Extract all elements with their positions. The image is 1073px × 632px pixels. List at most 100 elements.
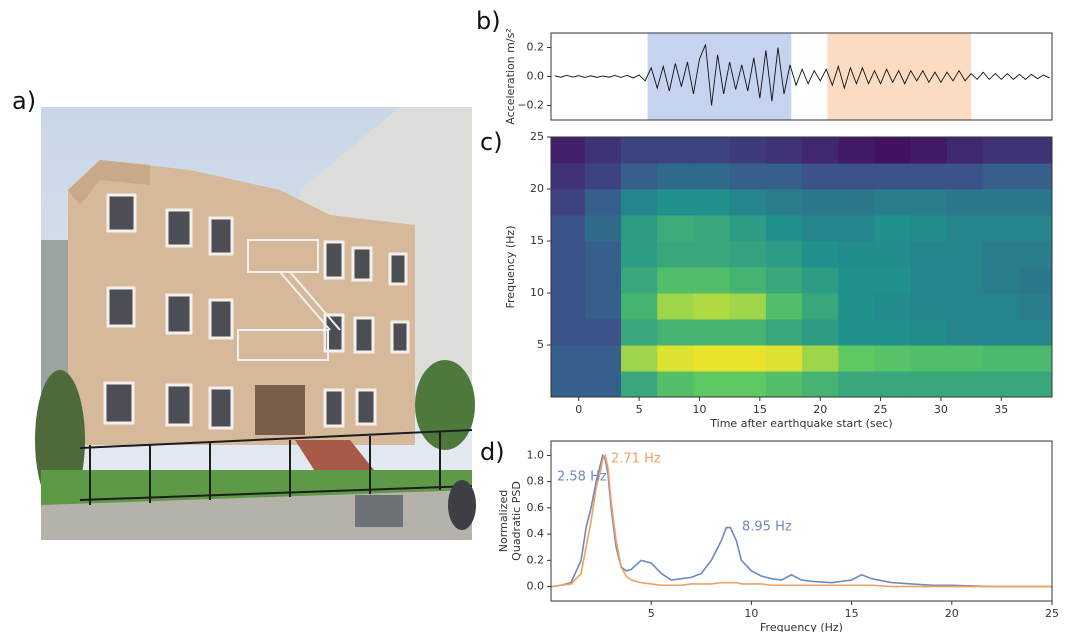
heatmap-cell <box>802 163 839 190</box>
heatmap-cell <box>657 345 694 372</box>
y-axis-label: Acceleration m/s² <box>504 28 517 124</box>
heatmap-cell <box>802 215 839 242</box>
heatmap-cell <box>1019 371 1052 397</box>
heatmap-cell <box>1019 137 1052 164</box>
plot-area <box>551 453 1052 588</box>
heatmap-cell <box>729 371 767 397</box>
heatmap-cell <box>1019 163 1052 190</box>
heatmap-cell <box>729 163 767 190</box>
shaded-span <box>827 33 972 120</box>
heatmap-cell <box>874 163 912 190</box>
heatmap-cell <box>729 345 767 372</box>
x-tick-label: 5 <box>636 403 643 416</box>
heatmap-cell <box>802 137 839 164</box>
x-axis-label: Time after earthquake start (sec) <box>709 417 892 430</box>
heatmap-cell <box>693 293 731 320</box>
heatmap-cell <box>1019 267 1052 294</box>
heatmap-cell <box>765 345 803 372</box>
heatmap-cell <box>693 371 731 397</box>
heatmap-cell <box>621 241 658 268</box>
heatmap-cell <box>729 293 767 320</box>
heatmap-cell <box>729 137 767 164</box>
x-tick-label: 20 <box>813 403 827 416</box>
heatmap-cell <box>765 241 803 268</box>
heatmap-cell <box>946 345 984 372</box>
heatmap-cell <box>874 267 912 294</box>
panel-label: c) <box>480 128 503 156</box>
heatmap-cell <box>765 267 803 294</box>
heatmap-cell <box>621 215 658 242</box>
panel-label: d) <box>480 438 505 466</box>
heatmap-cell <box>874 189 912 216</box>
heatmap-cell <box>802 189 839 216</box>
heatmap-cell <box>584 293 622 320</box>
heatmap-cell <box>802 345 839 372</box>
photo <box>35 107 476 540</box>
heatmap-cell <box>584 345 622 372</box>
heatmap-cell <box>693 319 731 346</box>
heatmap-cell <box>1019 189 1052 216</box>
heatmap-cell <box>838 267 876 294</box>
heatmap-cell <box>983 267 1020 294</box>
y-tick-label: 15 <box>530 234 544 247</box>
heatmap-cell <box>946 215 984 242</box>
x-tick-label: 0 <box>575 403 582 416</box>
x-tick-label: 30 <box>934 403 948 416</box>
heatmap-cell <box>765 189 803 216</box>
heatmap-cell <box>946 189 984 216</box>
heatmap-cell <box>946 293 984 320</box>
heatmap-cell <box>657 137 694 164</box>
heatmap-cell <box>621 163 658 190</box>
heatmap-cell <box>657 267 694 294</box>
heatmap-cell <box>874 345 912 372</box>
heatmap-cell <box>983 137 1020 164</box>
heatmap-cell <box>1019 345 1052 372</box>
heatmap-cell <box>910 137 948 164</box>
x-axis-label: Frequency (Hz) <box>760 621 843 632</box>
heatmap-cell <box>765 215 803 242</box>
heatmap-cell <box>693 345 731 372</box>
heatmap-cell <box>657 163 694 190</box>
heatmap-cell <box>874 137 912 164</box>
heatmap-cell <box>551 345 586 372</box>
heatmap-cell <box>584 241 622 268</box>
heatmap-cell <box>838 345 876 372</box>
heatmap-cell <box>551 319 586 346</box>
x-tick-label: 5 <box>648 607 655 620</box>
heatmap-cell <box>765 137 803 164</box>
heatmap-cell <box>838 319 876 346</box>
heatmap-cell <box>802 241 839 268</box>
heatmap-cell <box>1019 319 1052 346</box>
heatmap-cell <box>983 189 1020 216</box>
heatmap-cell <box>802 293 839 320</box>
heatmap-cell <box>693 189 731 216</box>
heatmap-cell <box>729 215 767 242</box>
heatmap-cell <box>765 371 803 397</box>
y-tick-label: −0.2 <box>517 99 544 112</box>
heatmap-cell <box>946 267 984 294</box>
y-tick-label: 10 <box>530 286 544 299</box>
heatmap-cell <box>657 189 694 216</box>
heatmap-cell <box>838 189 876 216</box>
heatmap-cell <box>621 267 658 294</box>
heatmap-cell <box>1019 241 1052 268</box>
heatmap-cell <box>874 293 912 320</box>
heatmap-cell <box>838 293 876 320</box>
x-tick-label: 35 <box>994 403 1008 416</box>
y-axis-label: Normalized <box>497 490 510 552</box>
y-tick-label: 0.8 <box>527 475 545 488</box>
annotation: 2.58 Hz <box>557 470 607 485</box>
heatmap-cell <box>729 267 767 294</box>
heatmap-cell <box>584 319 622 346</box>
heatmap-cell <box>983 241 1020 268</box>
heatmap-cell <box>1019 293 1052 320</box>
heatmap-cell <box>946 241 984 268</box>
annotation: 8.95 Hz <box>742 520 792 535</box>
heatmap-cell <box>874 319 912 346</box>
heatmap-cell <box>874 215 912 242</box>
heatmap-cell <box>802 319 839 346</box>
y-tick-label: 0.2 <box>527 553 545 566</box>
y-axis-label: Quadratic PSD <box>510 481 523 561</box>
heatmap-cell <box>946 163 984 190</box>
heatmap-cell <box>584 371 622 397</box>
